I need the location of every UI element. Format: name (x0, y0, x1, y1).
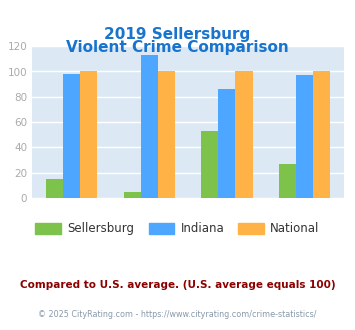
Text: Violent Crime Comparison: Violent Crime Comparison (66, 40, 289, 55)
Bar (141, 55, 158, 198)
Bar (279, 164, 296, 198)
Text: 2019 Sellersburg: 2019 Sellersburg (104, 27, 251, 42)
Bar (158, 72, 175, 198)
Bar (218, 89, 235, 198)
Bar (313, 72, 330, 198)
Bar (235, 72, 252, 198)
Bar (63, 74, 80, 198)
Legend: Sellersburg, Indiana, National: Sellersburg, Indiana, National (31, 217, 324, 240)
Bar (124, 192, 141, 198)
Text: © 2025 CityRating.com - https://www.cityrating.com/crime-statistics/: © 2025 CityRating.com - https://www.city… (38, 310, 317, 319)
Text: Compared to U.S. average. (U.S. average equals 100): Compared to U.S. average. (U.S. average … (20, 280, 335, 290)
Bar (80, 72, 97, 198)
Bar (201, 131, 218, 198)
Bar (296, 75, 313, 198)
Bar (46, 179, 63, 198)
